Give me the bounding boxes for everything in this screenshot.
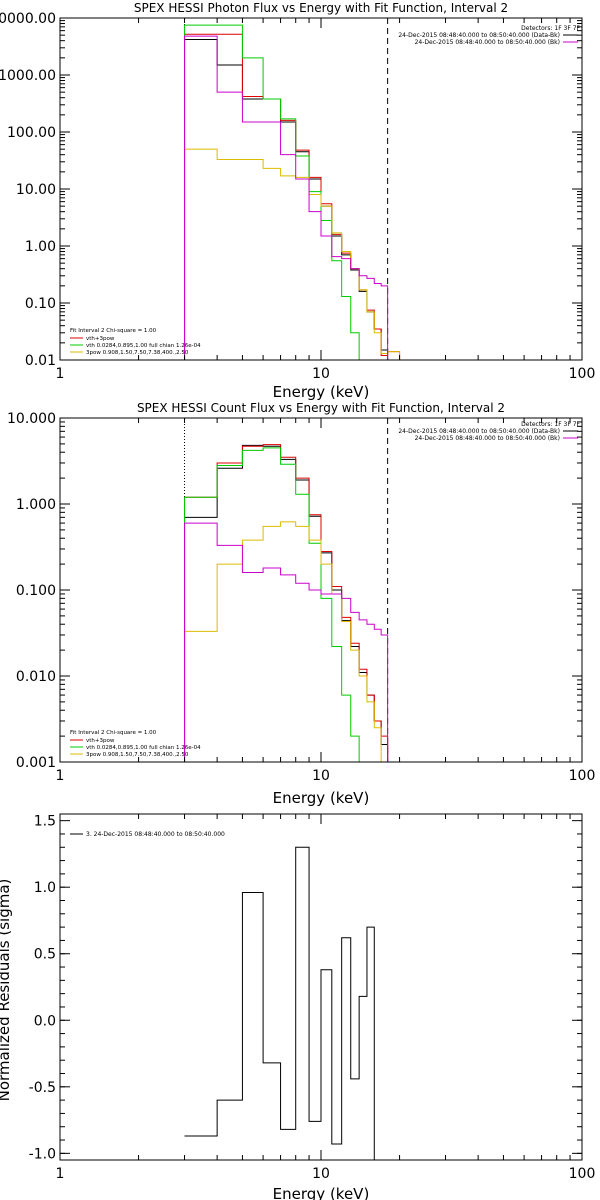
photon-y-tick-label: 0.10 bbox=[25, 296, 56, 312]
residuals-x-tick-label: 100 bbox=[569, 1166, 596, 1182]
count-series-vth bbox=[184, 447, 360, 762]
count-y-tick-label: 0.010 bbox=[16, 669, 56, 685]
photon-x-tick-label: 1 bbox=[56, 366, 65, 382]
count-x-tick-label: 10 bbox=[312, 768, 330, 784]
photon-legend-vth3pow: vth+3pow bbox=[86, 336, 115, 342]
count-y-tick-label: 1.000 bbox=[16, 497, 56, 513]
count-legend-fit-interval: Fit Interval 2 Chi-square = 1.00 bbox=[70, 730, 157, 736]
count-legend-vth3pow: vth+3pow bbox=[86, 738, 115, 744]
residuals-x-tick-label: 10 bbox=[312, 1166, 330, 1182]
residuals-series-residuals bbox=[184, 846, 382, 1160]
count-y-tick-label: 0.100 bbox=[16, 583, 56, 599]
photon-series-vth bbox=[184, 24, 360, 360]
photon-x-tick-label: 100 bbox=[569, 366, 596, 382]
count-x-tick-label: 100 bbox=[569, 768, 596, 784]
count-legend: Fit Interval 2 Chi-square = 1.00 vth+3po… bbox=[70, 730, 201, 758]
residuals-plot-area: 1 10 100 1.5 1.0 0.5 0.0 -0.5 -1.0 bbox=[29, 813, 596, 1182]
photon-x-axis-label: Energy (keV) bbox=[273, 383, 370, 401]
photon-y-tick-label: 0000.00 bbox=[0, 11, 56, 27]
photon-x-tick-label: 10 bbox=[312, 366, 330, 382]
residuals-y-tick-label: 0.5 bbox=[34, 947, 56, 963]
photon-y-tick-label: 1000.00 bbox=[0, 68, 56, 84]
count-y-tick-label: 10.000 bbox=[7, 411, 56, 427]
count-series-3pow bbox=[184, 521, 401, 762]
residuals-y-tick-label: -0.5 bbox=[29, 1080, 56, 1096]
count-x-axis-label: Energy (keV) bbox=[273, 789, 370, 807]
count-legend-vth: vth 0.0284,0.895,1.00 full chian 1.26e-0… bbox=[86, 745, 201, 751]
photon-flux-panel: SPEX HESSI Photon Flux vs Energy with Fi… bbox=[0, 1, 595, 401]
residuals-x-tick-label: 1 bbox=[56, 1166, 65, 1182]
count-flux-panel: SPEX HESSI Count Flux vs Energy with Fit… bbox=[7, 401, 595, 807]
photon-y-tick-label: 1.00 bbox=[25, 239, 56, 255]
residuals-y-tick-label: 0.0 bbox=[34, 1013, 56, 1029]
photon-header-bk: 24-Dec-2015 08:48:40.000 to 08:50:40.000… bbox=[415, 39, 560, 46]
photon-legend-3pow: 3pow 0.908,1.50,7.50,7.38,400.,2.50 bbox=[86, 350, 189, 356]
photon-y-tick-label: 0.01 bbox=[25, 353, 56, 369]
count-plot-area: 1 10 100 10.000 1.000 0.100 0.010 0.001 bbox=[7, 411, 596, 784]
photon-header-detectors: Detectors: 1F 3F 7F bbox=[521, 25, 580, 32]
photon-legend-vth: vth 0.0284,0.895,1.00 full chian 1.26e-0… bbox=[86, 343, 201, 349]
photon-legend: Fit Interval 2 Chi-square = 1.00 vth+3po… bbox=[70, 328, 201, 356]
count-series-bk bbox=[184, 522, 389, 762]
photon-plot-area: 1 10 100 0000.00 1000.00 100.00 10.00 1.00 0.10 0… bbox=[0, 11, 596, 382]
residuals-legend-label: 3. 24-Dec-2015 08:48:40.000 to 08:50:40.… bbox=[86, 831, 225, 838]
count-header-bk: 24-Dec-2015 08:48:40.000 to 08:50:40.000… bbox=[415, 435, 560, 442]
residuals-y-tick-label: 1.5 bbox=[34, 814, 56, 830]
residuals-y-tick-label: 1.0 bbox=[34, 880, 56, 896]
count-header: Detectors: 1F 3F 7F 24-Dec-2015 08:48:40… bbox=[398, 421, 580, 442]
residuals-x-axis-label: Energy (keV) bbox=[273, 1185, 370, 1200]
photon-series-bk bbox=[184, 35, 389, 360]
residuals-y-axis-label: Normalized Residuals (sigma) bbox=[0, 879, 13, 1102]
photon-y-tick-label: 10.00 bbox=[16, 182, 56, 198]
count-x-tick-label: 1 bbox=[56, 768, 65, 784]
photon-header-data-bk: 24-Dec-2015 08:48:40.000 to 08:50:40.000… bbox=[398, 32, 560, 39]
photon-panel-title: SPEX HESSI Photon Flux vs Energy with Fi… bbox=[134, 1, 508, 15]
count-header-detectors: Detectors: 1F 3F 7F bbox=[521, 421, 580, 428]
residuals-y-tick-label: -1.0 bbox=[29, 1146, 56, 1162]
photon-legend-fit-interval: Fit Interval 2 Chi-square = 1.00 bbox=[70, 328, 157, 334]
photon-series-3pow bbox=[184, 148, 401, 360]
photon-y-tick-label: 100.00 bbox=[7, 125, 56, 141]
count-header-data-bk: 24-Dec-2015 08:48:40.000 to 08:50:40.000… bbox=[398, 428, 560, 435]
count-y-tick-label: 0.001 bbox=[16, 755, 56, 771]
count-legend-3pow: 3pow 0.908,1.50,7.50,7.38,400.,2.50 bbox=[86, 752, 189, 758]
residuals-legend: 3. 24-Dec-2015 08:48:40.000 to 08:50:40.… bbox=[70, 831, 225, 838]
photon-header: Detectors: 1F 3F 7F 24-Dec-2015 08:48:40… bbox=[398, 25, 580, 46]
count-panel-title: SPEX HESSI Count Flux vs Energy with Fit… bbox=[137, 401, 505, 415]
